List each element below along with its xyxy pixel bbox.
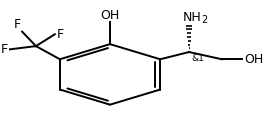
Text: F: F	[0, 43, 7, 56]
Text: F: F	[14, 18, 21, 31]
Text: OH: OH	[244, 53, 263, 66]
Text: NH: NH	[183, 11, 202, 24]
Text: 2: 2	[201, 15, 207, 25]
Text: OH: OH	[100, 9, 120, 22]
Text: F: F	[57, 28, 64, 41]
Text: &1: &1	[191, 54, 204, 63]
